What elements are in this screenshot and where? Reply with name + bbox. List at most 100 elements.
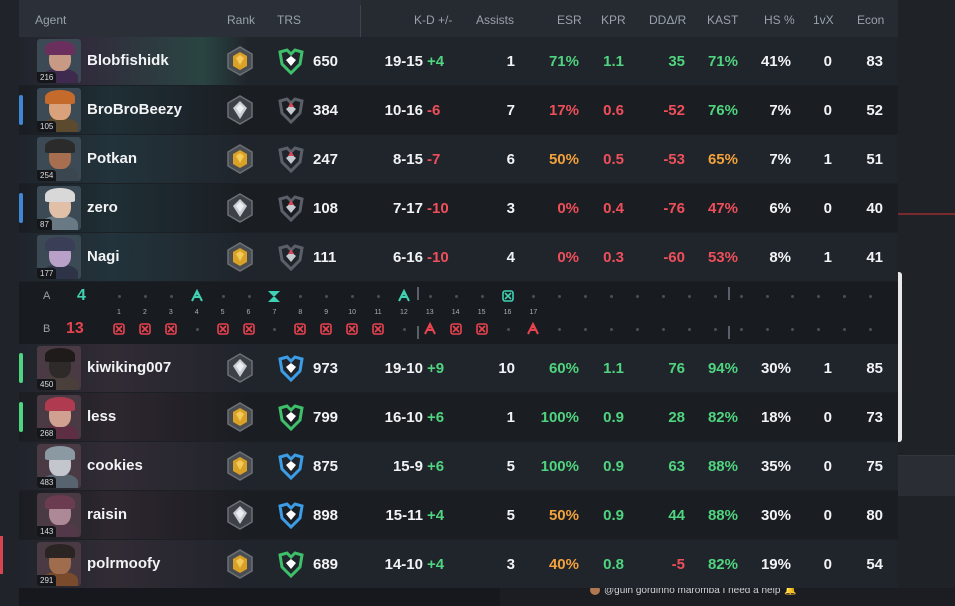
kd-value: 15-11: [385, 507, 423, 524]
player-row[interactable]: 105 BroBroBeezy 384 10-16 -6 7 17% 0.6 -52 76% 7% 0…: [19, 86, 898, 134]
empty-round-dot: [454, 295, 458, 298]
col-rank[interactable]: Rank: [227, 13, 256, 27]
agent-portrait[interactable]: 268: [37, 395, 81, 439]
round-timeline: A 4 B 13 1 2 3 4 5 6 7 8 9 10 11 12 13 14 15 16 17: [19, 282, 898, 344]
plus-minus-value: -7: [427, 151, 441, 168]
col-1vx[interactable]: 1vX: [813, 13, 834, 27]
esr-value: 60%: [548, 360, 579, 377]
empty-round-dot: [817, 295, 821, 298]
player-name[interactable]: cookies: [87, 457, 143, 474]
col-agent[interactable]: Agent: [35, 13, 67, 27]
player-name[interactable]: Blobfishidk: [87, 52, 169, 69]
agent-portrait[interactable]: 105: [37, 88, 81, 132]
player-level: 87: [37, 219, 52, 230]
player-name[interactable]: less: [87, 408, 117, 425]
half-marker: [416, 326, 419, 339]
empty-round-dot: [558, 328, 562, 331]
empty-round-dot: [817, 328, 821, 331]
time-icon: [164, 322, 178, 336]
agent-portrait[interactable]: 177: [37, 235, 81, 279]
blue-trs-icon: [277, 501, 305, 530]
player-name[interactable]: Nagi: [87, 248, 120, 265]
1vx-value: 1: [823, 360, 832, 377]
hs-value: 30%: [760, 360, 791, 377]
col-kast[interactable]: KAST: [707, 13, 739, 27]
time-icon: [501, 289, 515, 303]
empty-round-dot: [843, 328, 847, 331]
player-row[interactable]: 450 kiwiking007 973 19-10 +9 10 60% 1.1 76 94% 30%…: [19, 344, 898, 392]
player-name[interactable]: raisin: [87, 506, 128, 523]
empty-round-dot: [480, 295, 484, 298]
kd-value: 15-9: [392, 458, 423, 475]
kd-value: 16-10: [384, 409, 423, 426]
agent-portrait[interactable]: 216: [37, 39, 81, 83]
player-row[interactable]: 254 Potkan 247 8-15 -7 6 50% 0.5 -53 65% 7% 1 51: [19, 135, 898, 183]
round-number: 8: [298, 309, 303, 316]
round-number: 10: [348, 309, 356, 316]
chat-message[interactable]: @guih gordinho maromba I need a help 🔔: [590, 585, 797, 596]
player-name[interactable]: BroBroBeezy: [87, 101, 183, 118]
gold-rank-icon: [226, 46, 254, 76]
player-row[interactable]: 291 polrmoofy 689 14-10 +4 3 40% 0.8 -5 82% 19% 0 54: [19, 540, 898, 588]
hs-value: 35%: [760, 458, 791, 475]
player-level: 143: [37, 526, 57, 537]
half-marker: [416, 287, 419, 300]
col-esr[interactable]: ESR: [557, 13, 582, 27]
player-name[interactable]: polrmoofy: [87, 555, 161, 572]
econ-value: 85: [866, 360, 883, 377]
trs-value: 247: [313, 151, 339, 168]
gold-rank-icon: [226, 451, 254, 481]
party-marker: [19, 353, 23, 383]
col-assists[interactable]: Assists: [476, 13, 515, 27]
agent-portrait[interactable]: 450: [37, 346, 81, 390]
player-row[interactable]: 87 zero 108 7-17 -10 3 0% 0.4 -76 47% 6% 0 40: [19, 184, 898, 232]
player-row[interactable]: 177 Nagi 111 6-16 -10 4 0% 0.3 -60 53% 8% 1 41: [19, 233, 898, 281]
dd-value: -76: [663, 200, 685, 217]
round-number: 12: [399, 309, 408, 316]
col-hs[interactable]: HS %: [764, 13, 795, 27]
1vx-value: 0: [823, 102, 832, 119]
agent-portrait[interactable]: 291: [37, 542, 81, 586]
player-name[interactable]: kiwiking007: [87, 359, 172, 376]
player-name[interactable]: zero: [87, 199, 118, 216]
player-row[interactable]: 483 cookies 875 15-9 +6 5 100% 0.9 63 88% 35% 0 75: [19, 442, 898, 490]
gray-trs-icon: [277, 243, 305, 272]
assists-value: 7: [506, 102, 515, 119]
col-trs[interactable]: TRS: [277, 13, 301, 27]
player-name[interactable]: Potkan: [87, 150, 138, 167]
round-number: 15: [477, 309, 486, 316]
kpr-value: 0.6: [603, 102, 624, 119]
empty-round-dot: [247, 295, 251, 298]
econ-value: 41: [866, 249, 883, 266]
assists-value: 5: [506, 507, 515, 524]
player-row[interactable]: 216 Blobfishidk 650 19-15 +4 1 71% 1.1 35 71% 41% 0…: [19, 37, 898, 85]
red-divider: [898, 213, 955, 215]
kpr-value: 0.5: [603, 151, 624, 168]
col-econ[interactable]: Econ: [857, 13, 885, 27]
col-dd[interactable]: DDΔ/R: [649, 13, 687, 27]
defuse-icon: [267, 289, 281, 303]
empty-round-dot: [739, 328, 743, 331]
empty-round-dot: [636, 295, 639, 298]
silver-rank-icon: [226, 193, 254, 223]
col-kd[interactable]: K-D +/-: [414, 13, 453, 27]
agent-portrait[interactable]: 254: [37, 137, 81, 181]
player-row[interactable]: 268 less 799 16-10 +6 1 100% 0.9 28 82% 18% 0 73: [19, 393, 898, 441]
plus-minus-value: +6: [427, 409, 445, 426]
round-number: 6: [246, 309, 251, 316]
empty-round-dot: [869, 295, 873, 298]
assists-value: 10: [498, 360, 515, 377]
col-kpr[interactable]: KPR: [601, 13, 626, 27]
empty-round-dot: [610, 328, 614, 331]
econ-value: 83: [866, 53, 883, 70]
silver-rank-icon: [226, 95, 254, 125]
gold-rank-icon: [226, 242, 254, 272]
time-icon: [449, 322, 463, 336]
agent-portrait[interactable]: 483: [37, 444, 81, 488]
esr-value: 71%: [548, 53, 579, 70]
player-row[interactable]: 143 raisin 898 15-11 +4 5 50% 0.9 44 88% 30% 0 80: [19, 491, 898, 539]
dd-value: -52: [663, 102, 685, 119]
agent-portrait[interactable]: 143: [37, 493, 81, 537]
dd-value: 63: [668, 458, 685, 475]
agent-portrait[interactable]: 87: [37, 186, 81, 230]
